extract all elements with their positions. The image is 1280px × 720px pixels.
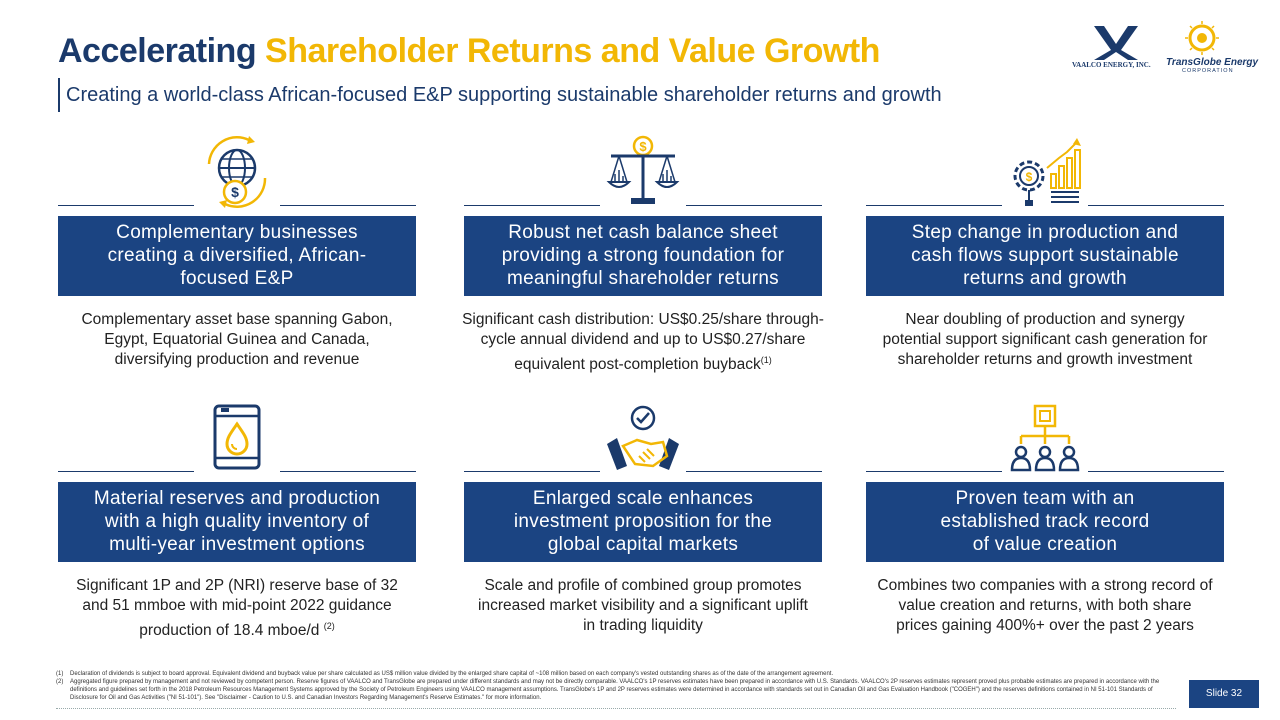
description-line: Combines two companies with a strong rec…	[877, 577, 1213, 594]
headline-line: Proven team with an	[955, 488, 1135, 509]
description-line: prices gaining 400%+ over the past 2 yea…	[896, 617, 1194, 634]
card-headline-box: Complementary businesses creating a dive…	[58, 216, 416, 296]
headline-line: meaningful shareholder returns	[507, 268, 779, 289]
card-description: Scale and profile of combined group prom…	[454, 576, 832, 636]
headline-line: returns and growth	[963, 268, 1127, 289]
headline-line: of value creation	[972, 534, 1118, 555]
card-description: Combines two companies with a strong rec…	[856, 576, 1234, 636]
card-divider-right	[686, 471, 822, 472]
description-line: Near doubling of production and synergy	[905, 311, 1185, 328]
description-line: increased market visibility and a signif…	[478, 597, 808, 614]
card-divider-right	[686, 205, 822, 206]
card-headline-box: Enlarged scale enhances investment propo…	[464, 482, 822, 562]
headline-line: providing a strong foundation for	[501, 245, 785, 266]
footnote-2: (2) Aggregated figure prepared by manage…	[56, 678, 1176, 702]
card-divider-right	[280, 205, 416, 206]
description-line: Scale and profile of combined group prom…	[484, 577, 802, 594]
headline-line: established track record	[940, 511, 1150, 532]
footnotes: (1) Declaration of dividends is subject …	[56, 670, 1176, 702]
vaalco-logo-icon	[1094, 26, 1138, 60]
svg-text:$: $	[231, 184, 239, 200]
card-headline-box: Step change in production and cash flows…	[866, 216, 1224, 296]
card-description: Complementary asset base spanning Gabon,…	[48, 310, 426, 370]
handshake-check-icon	[607, 405, 679, 470]
headline-line: Robust net cash balance sheet	[508, 222, 778, 243]
headline-line: focused E&P	[180, 268, 294, 289]
card-headline-box: Material reserves and production with a …	[58, 482, 416, 562]
card-divider-left	[58, 471, 194, 472]
description-line: Complementary asset base spanning Gabon,	[81, 311, 393, 328]
card-divider-right	[1088, 471, 1224, 472]
headline-line: Step change in production and	[911, 222, 1179, 243]
slide-number: Slide 32	[1189, 680, 1259, 708]
svg-text:$: $	[639, 139, 647, 154]
globe-dollar-icon: $	[207, 136, 267, 208]
description-line: potential support significant cash gener…	[882, 331, 1208, 348]
description-line: cycle annual dividend and up to US$0.27/…	[480, 331, 806, 348]
card-divider-right	[1088, 205, 1224, 206]
headline-line: cash flows support sustainable	[911, 245, 1179, 266]
headline-line: creating a diversified, African-	[107, 245, 367, 266]
oil-barrel-icon	[213, 404, 261, 470]
card-description: Near doubling of production and synergy …	[856, 310, 1234, 370]
footnote-reference: (1)	[760, 355, 772, 365]
card-description: Significant 1P and 2P (NRI) reserve base…	[48, 576, 426, 641]
card-divider-left	[866, 471, 1002, 472]
description-line: Significant cash distribution: US$0.25/s…	[462, 311, 824, 328]
description-line: diversifying production and revenue	[114, 351, 360, 368]
headline-line: global capital markets	[547, 534, 739, 555]
slide-subtitle: Creating a world-class African-focused E…	[66, 84, 942, 106]
subtitle-accent-bar	[58, 78, 60, 112]
footnote-number: (1)	[56, 671, 64, 677]
card-divider-right	[280, 471, 416, 472]
vaalco-logo-text: VAALCO ENERGY, INC.	[1072, 61, 1151, 69]
description-line: value creation and returns, with both sh…	[898, 597, 1192, 614]
headline-line: Enlarged scale enhances	[532, 488, 754, 509]
footnote-reference: (2)	[323, 621, 335, 631]
description-line: Egypt, Equatorial Guinea and Canada,	[104, 331, 370, 348]
card-divider-left	[866, 205, 1002, 206]
card-headline-box: Proven team with an established track re…	[866, 482, 1224, 562]
footnote-text: Declaration of dividends is subject to b…	[70, 671, 834, 677]
gear-growth-chart-icon: $	[1013, 138, 1081, 206]
description-line: in trading liquidity	[583, 617, 703, 634]
transglobe-logo-name: TransGlobe Energy	[1166, 57, 1259, 68]
description-text: production of 18.4 mboe/d	[139, 622, 320, 640]
slide-title: Accelerating Shareholder Returns and Val…	[58, 32, 880, 71]
description-line: production of 18.4 mboe/d (2)	[48, 616, 426, 641]
svg-text:$: $	[1026, 170, 1033, 184]
footnote-number: (2)	[56, 679, 64, 685]
title-part-highlight: Shareholder Returns and Value Growth	[265, 32, 880, 70]
transglobe-logo-icon	[1185, 21, 1219, 55]
footer-divider	[56, 708, 1176, 709]
headline-line: multi-year investment options	[109, 534, 365, 555]
headline-line: Material reserves and production	[93, 488, 381, 509]
card-divider-left	[464, 205, 600, 206]
card-description: Significant cash distribution: US$0.25/s…	[454, 310, 832, 375]
card-divider-left	[58, 205, 194, 206]
transglobe-logo-subtext: CORPORATION	[1182, 68, 1234, 74]
team-hierarchy-icon	[1010, 404, 1080, 472]
description-line: Significant 1P and 2P (NRI) reserve base…	[76, 577, 398, 594]
scales-dollar-icon: $	[606, 135, 680, 204]
headline-line: investment proposition for the	[513, 511, 773, 532]
card-headline-box: Robust net cash balance sheet providing …	[464, 216, 822, 296]
headline-line: with a high quality inventory of	[104, 511, 370, 532]
footnote-1: (1) Declaration of dividends is subject …	[56, 670, 1176, 678]
headline-line: Complementary businesses	[116, 222, 358, 243]
description-line: shareholder returns and growth investmen…	[897, 351, 1193, 368]
description-line: equivalent post-completion buyback(1)	[454, 350, 832, 375]
card-divider-left	[464, 471, 600, 472]
description-text: equivalent post-completion buyback	[514, 356, 761, 374]
title-part-accelerating: Accelerating	[58, 32, 257, 70]
footnote-text: Aggregated figure prepared by management…	[70, 679, 1160, 701]
description-line: and 51 mmboe with mid-point 2022 guidanc…	[82, 597, 392, 614]
